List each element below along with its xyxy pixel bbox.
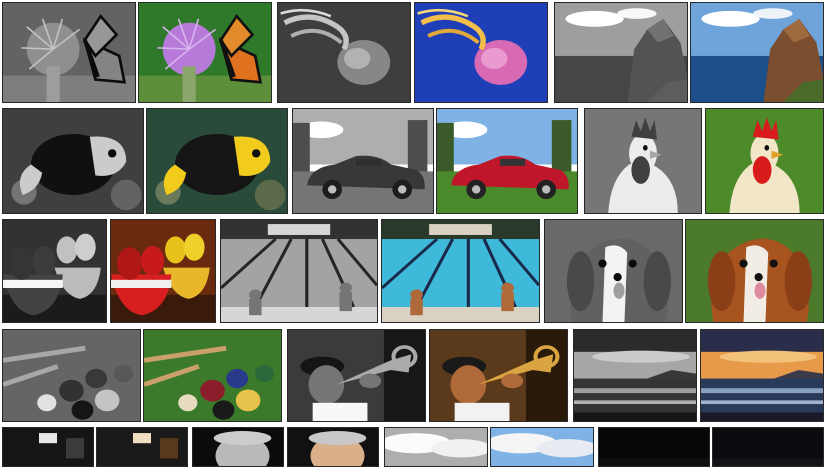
thumbnail-car-color[interactable] bbox=[436, 108, 578, 214]
thumbnail-dark-color[interactable] bbox=[712, 427, 824, 467]
thumbnail-fruit-color[interactable] bbox=[110, 219, 216, 323]
thumbnail-pool-grayscale[interactable] bbox=[220, 219, 378, 323]
thumbnail-trumpet-grayscale[interactable] bbox=[287, 329, 426, 422]
thumbnail-dog-grayscale[interactable] bbox=[544, 219, 683, 323]
thumbnail-dog-color[interactable] bbox=[685, 219, 824, 323]
thumbnail-fish-grayscale[interactable] bbox=[2, 108, 144, 214]
thumbnail-croquet-color[interactable] bbox=[143, 329, 282, 422]
thumbnail-butterfly-color[interactable] bbox=[138, 2, 272, 103]
thumbnail-sunset-color[interactable] bbox=[700, 329, 824, 422]
thumbnail-jellyfish-grayscale[interactable] bbox=[277, 2, 411, 103]
thumbnail-fish-color[interactable] bbox=[146, 108, 288, 214]
thumbnail-cliff-grayscale[interactable] bbox=[554, 2, 688, 103]
thumbnail-dark-grayscale[interactable] bbox=[598, 427, 710, 467]
thumbnail-interior-grayscale[interactable] bbox=[2, 427, 94, 467]
thumbnail-rooster-grayscale[interactable] bbox=[584, 108, 702, 214]
thumbnail-portrait-grayscale[interactable] bbox=[192, 427, 284, 467]
thumbnail-car-grayscale[interactable] bbox=[292, 108, 434, 214]
thumbnail-butterfly-grayscale[interactable] bbox=[2, 2, 136, 103]
thumbnail-clouds-color[interactable] bbox=[490, 427, 594, 467]
thumbnail-sunset-grayscale[interactable] bbox=[573, 329, 697, 422]
thumbnail-rooster-color[interactable] bbox=[705, 108, 824, 214]
thumbnail-fruit-grayscale[interactable] bbox=[2, 219, 107, 323]
thumbnail-clouds-grayscale[interactable] bbox=[384, 427, 488, 467]
thumbnail-portrait-color[interactable] bbox=[287, 427, 379, 467]
thumbnail-trumpet-color[interactable] bbox=[429, 329, 568, 422]
thumbnail-cliff-color[interactable] bbox=[690, 2, 824, 103]
thumbnail-jellyfish-color[interactable] bbox=[414, 2, 548, 103]
thumbnail-pool-color[interactable] bbox=[381, 219, 540, 323]
thumbnail-interior-color[interactable] bbox=[96, 427, 188, 467]
thumbnail-croquet-grayscale[interactable] bbox=[2, 329, 141, 422]
